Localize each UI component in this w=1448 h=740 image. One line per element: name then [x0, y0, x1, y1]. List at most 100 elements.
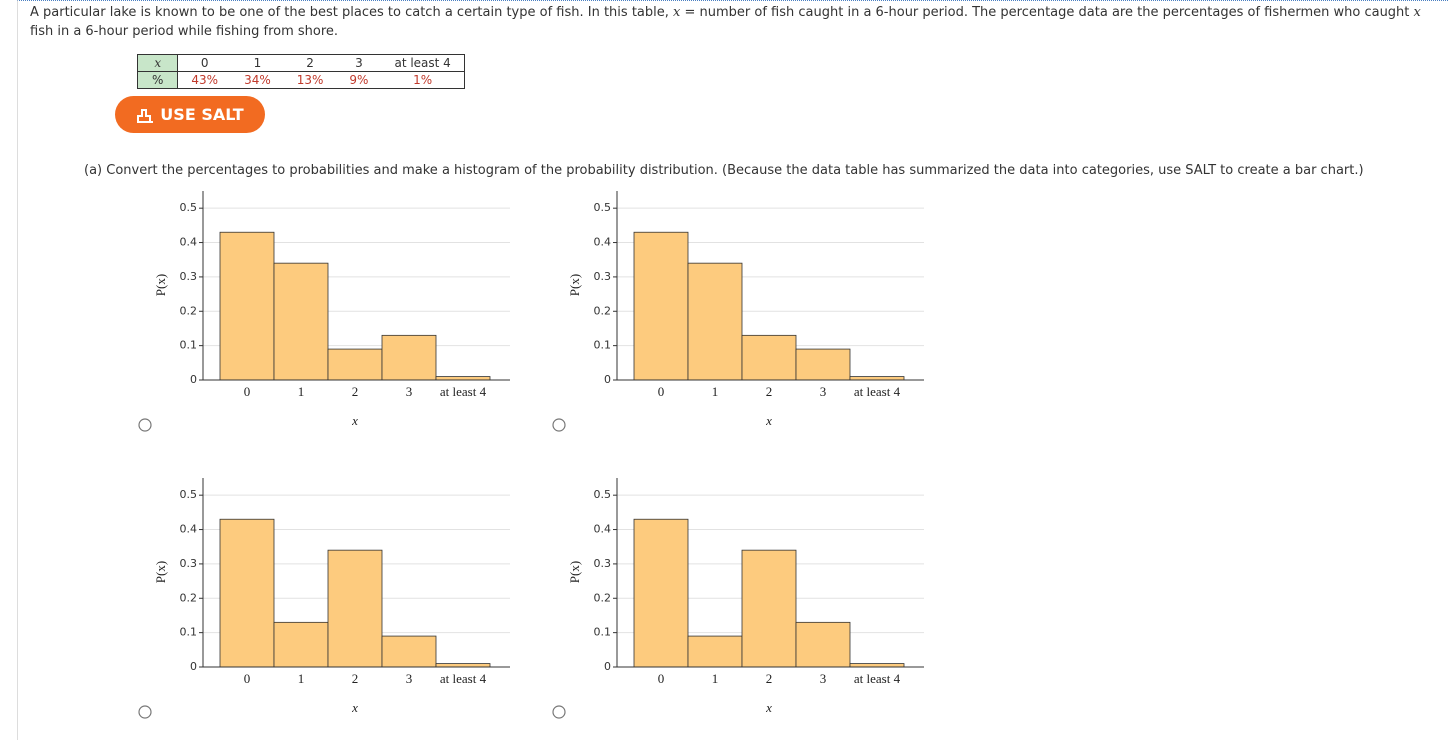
bar — [795, 348, 851, 381]
x-tick-label: 1 — [712, 384, 719, 399]
y-axis-label: P(x) — [153, 274, 168, 296]
bar — [633, 231, 689, 381]
x-axis-label: x — [765, 700, 772, 715]
x-tick-label: 2 — [352, 671, 359, 686]
y-tick-label: 0.4 — [180, 523, 198, 536]
bar — [273, 262, 329, 381]
y-tick-label: 0.4 — [594, 236, 612, 249]
y-tick-label: 0.1 — [594, 626, 612, 639]
cell: 1 — [231, 54, 284, 72]
bar — [219, 231, 275, 381]
y-tick-label: 0 — [190, 373, 197, 386]
bar — [273, 621, 329, 668]
cell: 43% — [191, 73, 219, 87]
variable: x — [1413, 5, 1421, 20]
bar — [219, 518, 275, 668]
question-text: fish in a 6-hour period while fishing fr… — [30, 24, 339, 39]
y-tick-label: 0.3 — [594, 557, 612, 570]
part-a-text: (a) Convert the percentages to probabili… — [84, 163, 1364, 178]
x-axis-label: x — [765, 413, 772, 428]
cell: at least 4 — [381, 54, 465, 72]
x-tick-label: at least 4 — [854, 384, 901, 399]
bar — [633, 518, 689, 668]
bar — [327, 549, 383, 668]
x-tick-label: at least 4 — [440, 384, 487, 399]
x-tick-label: 3 — [820, 671, 827, 686]
cell: 13% — [296, 73, 324, 87]
x-tick-label: 1 — [298, 384, 305, 399]
y-tick-label: 0.2 — [180, 591, 198, 604]
bar — [381, 334, 437, 381]
x-tick-label: at least 4 — [440, 671, 487, 686]
cell: x — [137, 54, 179, 72]
chart-option: 0 0.1 0.2 0.3 0.4 0.5 0 1 2 3 at least 4 x P(x) — [544, 472, 964, 722]
x-tick-label: 2 — [766, 671, 773, 686]
y-tick-label: 0.1 — [594, 339, 612, 352]
y-tick-label: 0 — [190, 660, 197, 673]
cell: 9% — [349, 73, 369, 87]
chart-option: 0 0.1 0.2 0.3 0.4 0.5 0 1 2 3 at least 4 x P(x) — [130, 185, 550, 435]
x-axis-label: x — [351, 413, 358, 428]
cell: 34% — [244, 73, 271, 87]
x-tick-label: 0 — [658, 384, 665, 399]
x-tick-label: 3 — [820, 384, 827, 399]
chart-option: 0 0.1 0.2 0.3 0.4 0.5 0 1 2 3 at least 4 x P(x) — [544, 185, 964, 435]
cell: 0 — [177, 54, 232, 72]
y-tick-label: 0.5 — [594, 201, 612, 214]
chart: 0 0.1 0.2 0.3 0.4 0.5 0 1 2 3 at least 4 x P(x) — [552, 478, 924, 719]
x-tick-label: 3 — [406, 384, 413, 399]
radio-button[interactable] — [552, 418, 566, 432]
bar — [327, 348, 383, 381]
cell: 1% — [413, 73, 433, 87]
y-tick-label: 0.3 — [594, 270, 612, 283]
x-axis-label: x — [351, 700, 358, 715]
radio-button[interactable] — [138, 705, 152, 719]
y-tick-label: 0.2 — [594, 591, 612, 604]
x-tick-label: 3 — [406, 671, 413, 686]
x-tick-label: at least 4 — [854, 671, 901, 686]
bar — [795, 621, 851, 668]
y-tick-label: 0.5 — [180, 488, 198, 501]
bar — [435, 376, 491, 381]
salt-icon — [137, 108, 154, 123]
y-tick-label: 0.1 — [180, 626, 198, 639]
bar — [687, 635, 743, 668]
button-label: USE SALT — [160, 105, 244, 124]
y-axis-label: P(x) — [567, 274, 582, 296]
frame — [17, 0, 1448, 740]
y-tick-label: 0.4 — [180, 236, 198, 249]
y-tick-label: 0.3 — [180, 270, 198, 283]
y-tick-label: 0.3 — [180, 557, 198, 570]
bar — [741, 549, 797, 668]
salt-button[interactable]: USE SALT — [115, 96, 265, 133]
x-tick-label: 1 — [712, 671, 719, 686]
cell: % — [137, 71, 179, 89]
x-tick-label: 1 — [298, 671, 305, 686]
bar — [849, 376, 905, 381]
bar — [849, 663, 905, 668]
y-tick-label: 0 — [604, 660, 611, 673]
y-tick-label: 0.4 — [594, 523, 612, 536]
chart: 0 0.1 0.2 0.3 0.4 0.5 0 1 2 3 at least 4 x P(x) — [138, 478, 510, 719]
bar — [435, 663, 491, 668]
data-table: x 0 1 2 3 at least 4 % 43% 34% 13% 9% 1% — [137, 54, 465, 89]
radio-button[interactable] — [138, 418, 152, 432]
bar — [741, 334, 797, 381]
y-tick-label: 0 — [604, 373, 611, 386]
x-tick-label: 0 — [244, 671, 251, 686]
bar — [687, 262, 743, 381]
chart-option: 0 0.1 0.2 0.3 0.4 0.5 0 1 2 3 at least 4 x P(x) — [130, 472, 550, 722]
x-tick-label: 0 — [658, 671, 665, 686]
y-tick-label: 0.5 — [594, 488, 612, 501]
y-tick-label: 0.2 — [180, 304, 198, 317]
y-tick-label: 0.5 — [180, 201, 198, 214]
chart: 0 0.1 0.2 0.3 0.4 0.5 0 1 2 3 at least 4 x P(x) — [552, 191, 924, 432]
y-axis-label: P(x) — [567, 561, 582, 583]
cell: 2 — [283, 54, 337, 72]
x-tick-label: 2 — [352, 384, 359, 399]
cell: 3 — [336, 54, 382, 72]
bar — [381, 635, 437, 668]
chart: 0 0.1 0.2 0.3 0.4 0.5 0 1 2 3 at least 4 x P(x) — [138, 191, 510, 432]
radio-button[interactable] — [552, 705, 566, 719]
